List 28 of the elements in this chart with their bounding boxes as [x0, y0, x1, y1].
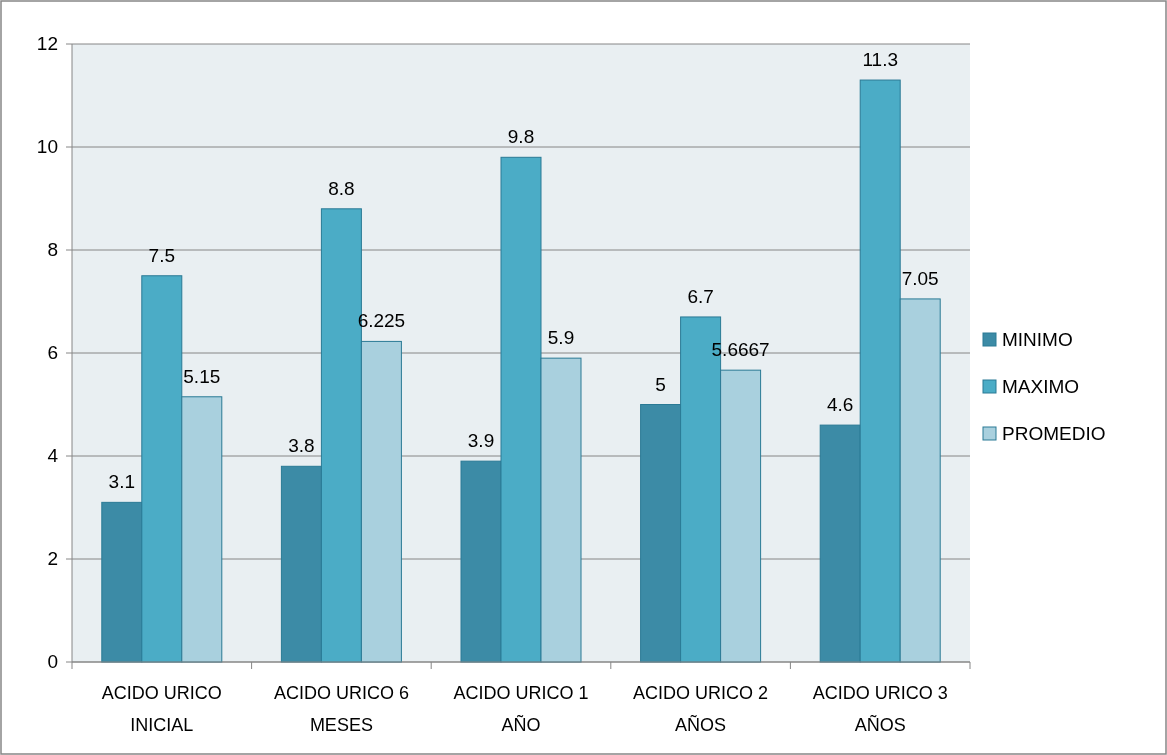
- x-tick-label: ACIDO URICO 1 AÑO: [453, 683, 589, 735]
- legend-label: PROMEDIO: [1002, 423, 1106, 444]
- y-tick-label: 2: [47, 548, 58, 569]
- data-label: 9.8: [507, 126, 535, 148]
- x-tick-label: ACIDO URICO 6 MESES: [273, 683, 409, 735]
- legend-label: MINIMO: [1002, 329, 1073, 350]
- data-label: 5: [655, 373, 666, 395]
- y-tick-label: 10: [36, 136, 58, 157]
- legend-label: MAXIMO: [1002, 376, 1080, 397]
- data-label: 3.1: [108, 471, 136, 493]
- data-label: 5.15: [183, 365, 221, 387]
- data-label: 6.7: [687, 285, 714, 307]
- y-tick-label: 12: [36, 33, 58, 54]
- x-tick-label: ACIDO URICO 3 AÑOS: [812, 683, 948, 735]
- data-label: 4.6: [826, 394, 854, 416]
- y-tick-label: 8: [47, 239, 58, 260]
- y-tick-label: 4: [47, 445, 59, 466]
- data-label: 11.3: [862, 49, 898, 71]
- x-tick-label: ACIDO URICO INICIAL: [101, 683, 222, 735]
- y-tick-label: 0: [47, 651, 58, 672]
- data-label: 5.9: [547, 327, 575, 349]
- data-label: 3.9: [467, 430, 495, 452]
- x-tick-label: ACIDO URICO 2 AÑOS: [633, 683, 769, 735]
- data-label: 3.8: [288, 435, 315, 457]
- y-tick-label: 6: [47, 342, 58, 363]
- data-label: 8.8: [328, 177, 355, 199]
- data-label: 7.5: [148, 244, 176, 266]
- data-label: 7.05: [901, 267, 939, 289]
